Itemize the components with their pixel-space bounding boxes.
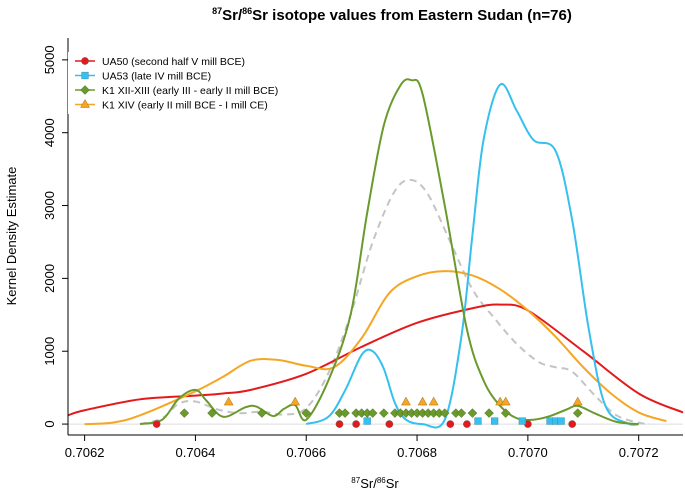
x-tick-label-1: 0.7064	[176, 445, 216, 460]
y-axis-label: Kernel Density Estimate	[4, 167, 19, 306]
x-tick-label-5: 0.7072	[619, 445, 659, 460]
point-3-1	[290, 396, 301, 406]
xlabel-part2: Sr	[386, 476, 400, 491]
kde-curves	[67, 78, 684, 429]
point-2-2	[257, 408, 267, 418]
point-2-23	[467, 408, 478, 418]
point-0-4	[446, 420, 455, 428]
title-sup-86: 86	[242, 6, 252, 16]
legend-marker-2	[80, 85, 90, 95]
point-2-24	[484, 408, 494, 418]
point-2-10	[379, 408, 389, 418]
point-2-5	[340, 408, 350, 418]
point-3-4	[428, 396, 439, 406]
kde-curve-2	[139, 78, 639, 426]
title-part1: Sr/	[222, 7, 243, 24]
y-axis: 0 1000 2000 3000 4000 5000	[42, 38, 69, 435]
xlabel-sup-87: 87	[351, 476, 360, 485]
kde-curve-4	[139, 178, 650, 426]
point-3-2	[401, 396, 411, 406]
legend-label-1: UA53 (late IV mill BCE)	[102, 71, 211, 83]
y-tick-label-2: 2000	[42, 264, 57, 293]
legend-label-0: UA50 (second half V mill BCE)	[102, 56, 245, 68]
sample-points	[152, 396, 583, 428]
point-0-7	[568, 420, 576, 428]
y-tick-label-4: 4000	[42, 118, 57, 147]
point-0-2	[352, 420, 360, 428]
kde-curve-0	[67, 303, 684, 417]
point-2-20	[439, 408, 450, 418]
point-1-1	[474, 417, 482, 425]
x-tick-label-3: 0.7068	[397, 445, 437, 460]
point-1-0	[363, 417, 371, 425]
point-0-1	[335, 420, 344, 428]
y-tick-label-1: 1000	[42, 337, 57, 366]
kde-curve-3	[84, 270, 667, 426]
point-1-3	[518, 417, 526, 425]
legend-label-2: K1 XII-XIII (early III - early II mill B…	[102, 85, 278, 97]
point-2-1	[207, 408, 217, 418]
point-0-5	[463, 420, 471, 428]
legend-marker-3	[80, 99, 90, 108]
legend-marker-0	[81, 57, 89, 65]
point-1-6	[557, 417, 565, 425]
title-part2: Sr isotope values from Eastern Sudan (n=…	[252, 7, 572, 24]
point-3-6	[500, 396, 511, 406]
point-2-22	[456, 408, 467, 418]
x-tick-label-2: 0.7066	[286, 445, 326, 460]
x-axis: 0.7062 0.7064 0.7066 0.7068 0.7070 0.7072	[65, 434, 683, 460]
y-tick-label-5: 5000	[42, 45, 57, 74]
point-2-3	[301, 408, 312, 418]
point-1-2	[491, 417, 499, 425]
point-3-7	[572, 396, 583, 406]
xlabel-sup-86: 86	[377, 476, 386, 485]
legend-marker-1	[81, 71, 89, 80]
title-sup-87: 87	[212, 6, 222, 16]
xlabel-part1: Sr/	[360, 476, 377, 491]
x-tick-label-0: 0.7062	[65, 445, 105, 460]
point-3-3	[417, 396, 428, 406]
legend-box	[68, 52, 303, 114]
point-3-0	[223, 396, 234, 406]
kde-curve-1	[305, 82, 639, 429]
point-2-9	[367, 408, 378, 418]
point-2-26	[572, 408, 583, 418]
x-tick-label-4: 0.7070	[508, 445, 548, 460]
point-2-25	[500, 408, 511, 418]
legend-label-3: K1 XIV (early II mill BCE - I mill CE)	[102, 100, 268, 112]
point-0-3	[385, 420, 394, 428]
point-2-0	[179, 408, 190, 418]
legend: UA50 (second half V mill BCE) UA53 (late …	[68, 52, 303, 114]
y-tick-label-3: 3000	[42, 191, 57, 220]
y-tick-label-0: 0	[42, 420, 57, 427]
point-0-0	[152, 420, 161, 428]
x-axis-label: 87Sr/86Sr	[351, 476, 399, 491]
chart-title: 87Sr/86Sr isotope values from Eastern Su…	[212, 6, 572, 24]
